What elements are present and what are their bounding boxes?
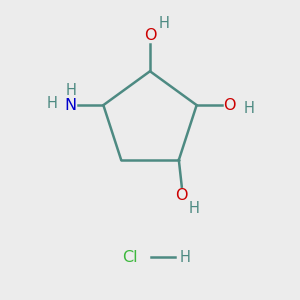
Text: O: O: [144, 28, 156, 43]
Text: Cl: Cl: [122, 250, 138, 265]
Text: O: O: [224, 98, 236, 112]
Text: N: N: [64, 98, 76, 112]
Text: H: H: [188, 201, 199, 216]
Text: H: H: [47, 96, 58, 111]
Text: O: O: [176, 188, 188, 203]
Text: H: H: [243, 100, 254, 116]
Text: H: H: [66, 83, 76, 98]
Text: H: H: [159, 16, 170, 31]
Text: H: H: [180, 250, 190, 265]
